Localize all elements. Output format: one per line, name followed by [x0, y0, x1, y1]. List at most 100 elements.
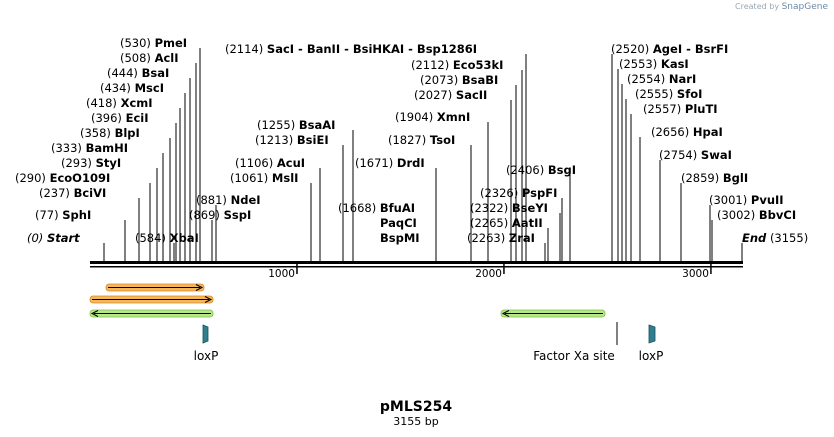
- site-label[interactable]: (2555) SfoI: [635, 87, 702, 101]
- site-label[interactable]: (1106) AcuI: [235, 156, 305, 170]
- site-label[interactable]: (2322) BseYI: [470, 201, 548, 215]
- site-position: (2322): [470, 201, 509, 215]
- site-label[interactable]: (2073) BsaBI: [420, 73, 498, 87]
- site-name: BsaBI: [461, 73, 499, 87]
- site-label[interactable]: (1671) DrdI: [355, 156, 425, 170]
- site-position: (1827): [388, 133, 427, 147]
- site-name: BciVI: [73, 186, 107, 200]
- site-name: Eco53kI: [452, 58, 504, 72]
- site-name: NarI: [668, 72, 697, 86]
- site-label[interactable]: (3001) PvuII: [709, 193, 784, 207]
- site-label[interactable]: (2520) AgeI - BsrFI: [611, 42, 728, 56]
- feature-orange-arrow-2[interactable]: [89, 295, 214, 304]
- site-label[interactable]: (2553) KasI: [619, 57, 689, 71]
- site-label[interactable]: (2554) NarI: [627, 72, 696, 86]
- loxp-marker-2[interactable]: [648, 324, 656, 344]
- site-label[interactable]: (869) SspI: [189, 208, 251, 222]
- site-label[interactable]: (358) BlpI: [80, 126, 140, 140]
- site-label[interactable]: (1213) BsiEI: [255, 133, 329, 147]
- site-label[interactable]: (2112) Eco53kI: [411, 58, 503, 72]
- site-label[interactable]: BspMI: [380, 231, 420, 245]
- site-position: (2027): [414, 88, 453, 102]
- site-name: NdeI: [230, 193, 261, 207]
- site-label[interactable]: (1255) BsaAI: [257, 118, 335, 132]
- site-label[interactable]: (1827) TsoI: [388, 133, 455, 147]
- site-position: (434): [100, 81, 131, 95]
- site-label[interactable]: (2265) AatII: [470, 216, 543, 230]
- site-label[interactable]: (444) BsaI: [107, 66, 169, 80]
- site-position: (396): [91, 111, 122, 125]
- loxp-marker-1[interactable]: [202, 324, 209, 344]
- feature-green-arrow-1[interactable]: [89, 309, 214, 318]
- site-position: (530): [120, 36, 151, 50]
- site-name: BseYI: [511, 201, 548, 215]
- site-label[interactable]: (1061) MslI: [230, 171, 298, 185]
- site-label[interactable]: (0) Start: [27, 231, 80, 245]
- feature-label-loxp-1: loxP: [194, 349, 219, 363]
- site-label[interactable]: PaqCI: [380, 216, 417, 230]
- snapgene-watermark: Created by SnapGene: [735, 2, 828, 12]
- site-name: EciI: [125, 111, 149, 125]
- site-label[interactable]: (293) StyI: [61, 156, 121, 170]
- feature-label-factor-xa: Factor Xa site: [533, 349, 615, 363]
- site-label[interactable]: (881) NdeI: [196, 193, 261, 207]
- site-label[interactable]: (2859) BglI: [681, 171, 748, 185]
- site-label[interactable]: (2656) HpaI: [651, 125, 723, 139]
- site-label[interactable]: (2406) BsgI: [506, 163, 576, 177]
- site-label[interactable]: (3002) BbvCI: [717, 208, 796, 222]
- site-name: Start: [46, 231, 80, 245]
- site-label[interactable]: (1668) BfuAI: [338, 201, 415, 215]
- site-label[interactable]: (418) XcmI: [86, 96, 153, 110]
- site-name: EcoO109I: [49, 171, 111, 185]
- site-label[interactable]: (508) AclI: [120, 51, 179, 65]
- feature-orange-arrow-1[interactable]: [105, 283, 205, 292]
- site-label[interactable]: (237) BciVI: [39, 186, 106, 200]
- site-position: (2754): [659, 148, 698, 162]
- site-position: (2554): [627, 72, 666, 86]
- site-name: MscI: [134, 81, 164, 95]
- site-name: XbaI: [169, 231, 199, 245]
- site-label[interactable]: End (3155): [742, 231, 808, 245]
- site-position: (0): [27, 231, 44, 245]
- site-label[interactable]: (2557) PluTI: [643, 102, 718, 116]
- site-name: DrdI: [396, 156, 425, 170]
- site-label[interactable]: (2114) SacI - BanII - BsiHKAI - Bsp1286I: [225, 42, 477, 56]
- site-label[interactable]: (396) EciI: [91, 111, 149, 125]
- site-name: PluTI: [684, 102, 718, 116]
- site-label[interactable]: (2754) SwaI: [659, 148, 732, 162]
- site-label[interactable]: (2263) ZraI: [467, 231, 535, 245]
- site-position: (1213): [255, 133, 294, 147]
- site-position: (2406): [506, 163, 545, 177]
- site-name: BglI: [722, 171, 749, 185]
- site-label[interactable]: (2326) PspFI: [480, 186, 557, 200]
- site-label[interactable]: (290) EcoO109I: [15, 171, 110, 185]
- ruler-tick-label: 3000: [682, 268, 709, 280]
- feature-green-arrow-2[interactable]: [500, 309, 606, 318]
- site-position: (2859): [681, 171, 720, 185]
- site-label[interactable]: (434) MscI: [100, 81, 164, 95]
- site-position: (1668): [338, 201, 377, 215]
- site-label[interactable]: (333) BamHI: [51, 141, 128, 155]
- site-name: AgeI - BsrFI: [652, 42, 729, 56]
- site-label[interactable]: (530) PmeI: [120, 36, 187, 50]
- site-label[interactable]: (584) XbaI: [135, 231, 199, 245]
- site-label[interactable]: (2027) SacII: [414, 88, 487, 102]
- site-position: (584): [135, 231, 166, 245]
- site-label[interactable]: (1904) XmnI: [395, 110, 470, 124]
- backbone-bottom: [90, 266, 743, 268]
- site-position: (293): [61, 156, 92, 170]
- site-name: SfoI: [676, 87, 703, 101]
- site-name: SspI: [223, 208, 252, 222]
- site-position: (358): [80, 126, 111, 140]
- site-name: SwaI: [700, 148, 732, 162]
- site-label[interactable]: (77) SphI: [35, 208, 91, 222]
- site-name: BsgI: [547, 163, 577, 177]
- site-position: (1106): [235, 156, 274, 170]
- site-position: (2265): [470, 216, 509, 230]
- site-name: BspMI: [380, 231, 420, 245]
- ruler-tick-label: 2000: [475, 268, 502, 280]
- site-name: SphI: [62, 208, 92, 222]
- site-position: (290): [15, 171, 46, 185]
